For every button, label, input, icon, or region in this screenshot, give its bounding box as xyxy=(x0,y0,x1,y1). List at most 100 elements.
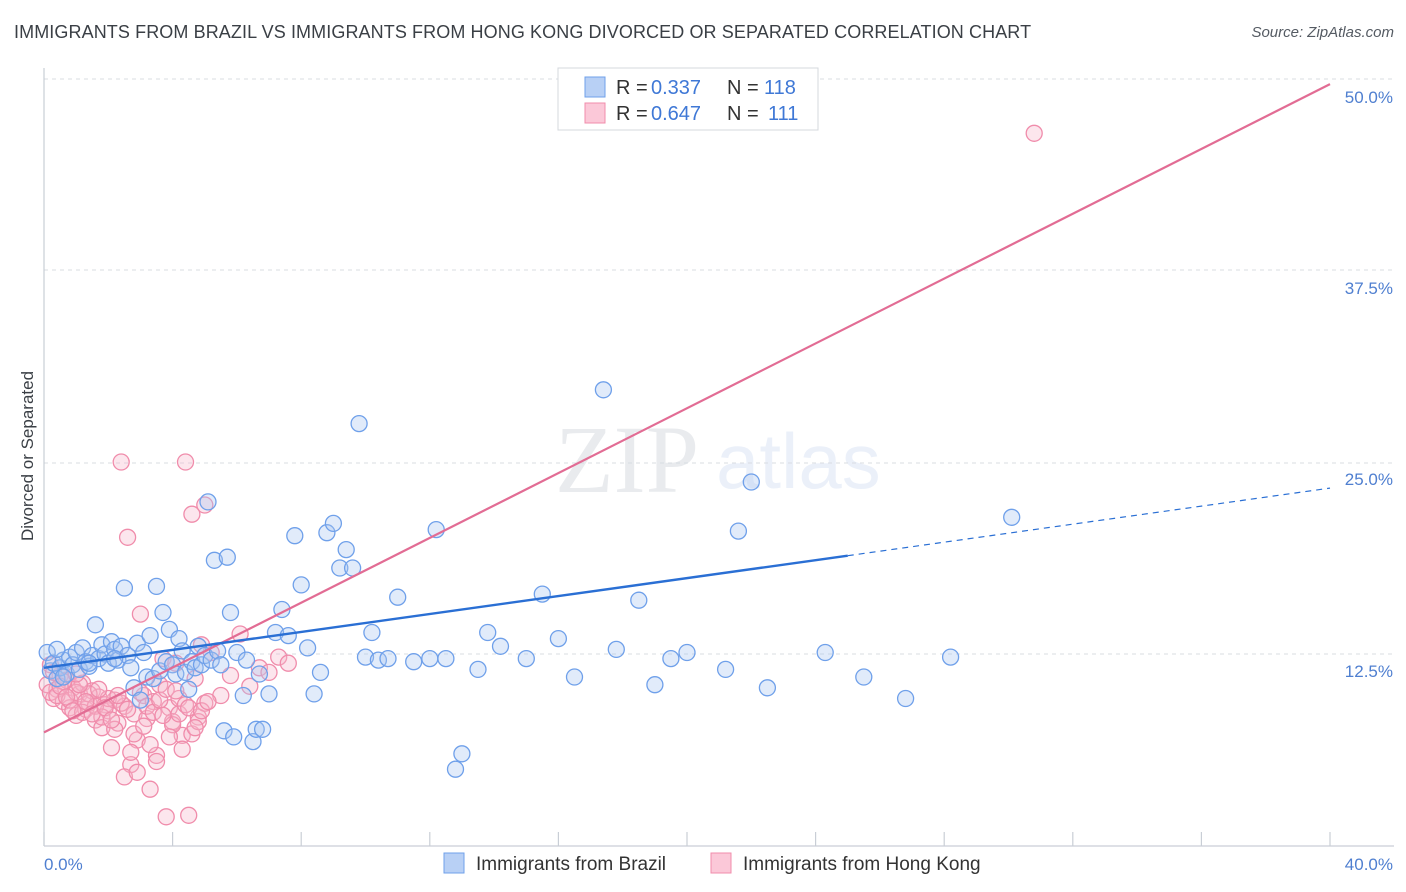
hk-point xyxy=(250,659,269,677)
hk-point xyxy=(180,699,198,717)
brazil-point xyxy=(716,660,735,679)
hk-point xyxy=(118,528,137,546)
legend-n-label: N = xyxy=(727,77,759,99)
watermark-zip: ZIP xyxy=(555,406,699,513)
brazil-point xyxy=(421,649,439,668)
brazil-point xyxy=(729,522,748,540)
brazil-point xyxy=(54,668,72,686)
y-tick-label: 25.0% xyxy=(1345,470,1393,489)
brazil-point xyxy=(437,649,455,668)
hk-trend-line xyxy=(43,83,1331,734)
brazil-point xyxy=(549,629,568,648)
hk-point xyxy=(196,496,214,514)
bottom-legend-label-brazil: Immigrants from Brazil xyxy=(476,854,666,875)
watermark-atlas: atlas xyxy=(716,417,881,505)
hk-point xyxy=(118,700,137,718)
brazil-point xyxy=(147,577,166,596)
brazil-point xyxy=(122,659,140,677)
hk-point xyxy=(173,740,191,758)
hk-point xyxy=(154,706,172,725)
brazil-point xyxy=(405,653,423,671)
hk-point xyxy=(1025,124,1043,142)
hk-point xyxy=(106,720,124,738)
brazil-point xyxy=(250,665,269,683)
brazil-point xyxy=(356,648,375,666)
trend-lines xyxy=(43,83,1331,734)
y-axis-title: Divorced or Separated xyxy=(18,371,37,541)
legend-r-label: R = xyxy=(616,77,648,99)
hk-point xyxy=(157,808,175,826)
brazil-point xyxy=(48,640,66,659)
legend: R = 0.337 N = 118 R = 0.647 N = 111 xyxy=(557,67,819,131)
legend-n-value: 111 xyxy=(768,103,798,125)
hk-point xyxy=(102,739,121,757)
hk-point xyxy=(135,717,153,735)
hk-point xyxy=(176,453,195,471)
brazil-point xyxy=(57,665,76,683)
brazil-point xyxy=(607,640,625,659)
brazil-point xyxy=(324,514,343,533)
hk-point xyxy=(180,806,198,824)
brazil-point xyxy=(331,559,349,577)
brazil-point xyxy=(446,760,465,778)
brazil-point xyxy=(318,524,336,542)
brazil-point xyxy=(337,540,355,559)
brazil-point xyxy=(215,722,233,740)
brazil-point xyxy=(247,720,265,738)
hk-point xyxy=(90,680,108,698)
brazil-point xyxy=(212,656,230,674)
brazil-point xyxy=(517,649,535,668)
brazil-point xyxy=(180,680,198,698)
hk-point xyxy=(131,605,150,623)
hk-points xyxy=(38,124,1043,826)
brazil-point xyxy=(896,689,915,708)
hk-point xyxy=(147,752,166,771)
brazil-point xyxy=(292,576,310,594)
y-tick-label: 37.5% xyxy=(1345,279,1393,298)
brazil-trend-line xyxy=(43,554,848,670)
brazil-point xyxy=(131,691,150,709)
hk-point xyxy=(141,780,159,798)
brazil-point xyxy=(662,649,680,668)
brazil-point xyxy=(594,381,613,399)
brazil-point xyxy=(286,527,304,545)
brazil-point xyxy=(128,634,146,652)
y-tick-label: 50.0% xyxy=(1345,88,1393,107)
legend-swatch-brazil xyxy=(584,76,606,98)
legend-swatch-hk xyxy=(584,102,606,124)
gridlines xyxy=(44,78,1394,655)
brazil-point xyxy=(816,643,834,662)
brazil-point xyxy=(311,663,330,682)
legend-r-value: 0.337 xyxy=(651,77,701,99)
brazil-point xyxy=(141,626,159,645)
hk-point xyxy=(241,677,259,695)
brazil-point xyxy=(479,623,497,642)
hk-point xyxy=(70,676,89,694)
brazil-point xyxy=(237,651,256,669)
hk-point xyxy=(99,702,117,720)
hk-point xyxy=(221,666,240,685)
brazil-point xyxy=(469,660,487,679)
brazil-point xyxy=(218,548,236,566)
hk-point xyxy=(128,763,146,781)
brazil-point xyxy=(221,603,240,622)
source-credit: Source: ZipAtlas.com xyxy=(1251,24,1394,41)
brazil-trend-extension xyxy=(847,487,1331,557)
brazil-point xyxy=(298,639,317,657)
brazil-point xyxy=(38,643,56,662)
brazil-point xyxy=(941,648,960,666)
brazil-point xyxy=(93,636,111,654)
brazil-point xyxy=(742,473,760,491)
brazil-point xyxy=(363,623,381,642)
bottom-legend-swatch-hk xyxy=(710,852,732,874)
brazil-point xyxy=(855,668,873,686)
brazil-point xyxy=(350,414,368,433)
hk-point xyxy=(147,746,166,765)
watermark: ZIP atlas xyxy=(555,406,881,513)
hk-point xyxy=(167,682,185,700)
bottom-legend: Immigrants from Brazil Immigrants from H… xyxy=(443,852,981,875)
brazil-point xyxy=(491,637,510,655)
y-tick-label: 12.5% xyxy=(1345,662,1393,681)
brazil-point xyxy=(48,669,66,688)
brazil-point xyxy=(192,656,211,674)
